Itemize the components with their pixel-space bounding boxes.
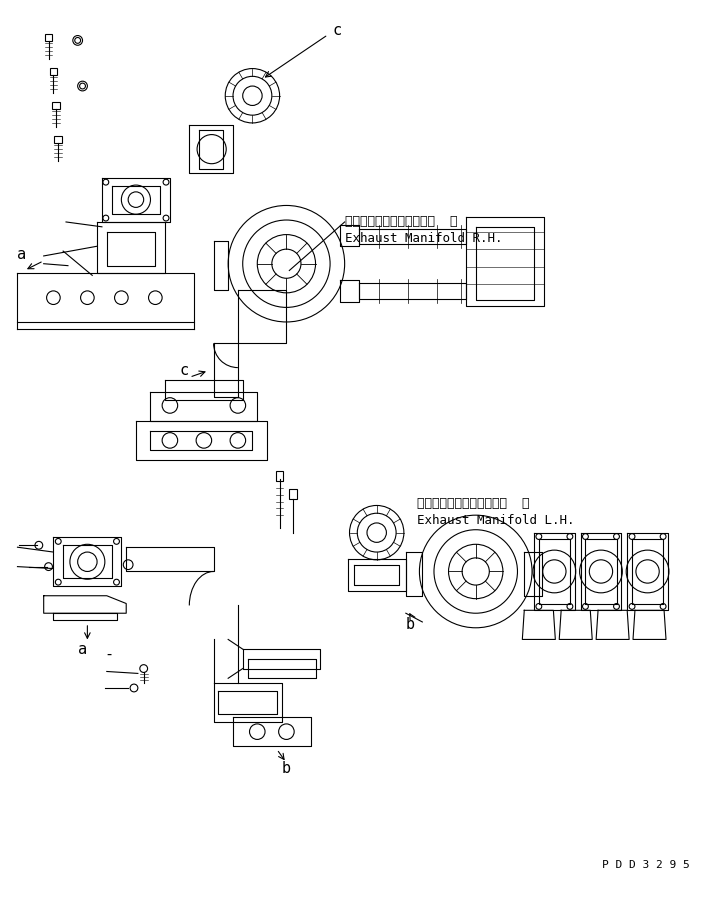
- Text: b: b: [281, 761, 290, 776]
- Text: a: a: [18, 246, 27, 262]
- Text: -: -: [105, 646, 114, 662]
- Text: エキゾーストマニホールド  右: エキゾーストマニホールド 右: [345, 215, 457, 229]
- Bar: [289, 489, 297, 498]
- Text: a: a: [78, 642, 87, 656]
- Bar: [52, 102, 60, 109]
- Bar: [44, 34, 52, 42]
- Bar: [54, 135, 62, 143]
- Text: エキゾーストマニホールド  左: エキゾーストマニホールド 左: [417, 497, 530, 510]
- Text: c: c: [180, 363, 189, 378]
- Text: c: c: [332, 24, 341, 38]
- Text: P D D 3 2 9 5: P D D 3 2 9 5: [602, 860, 689, 870]
- Bar: [49, 67, 57, 75]
- Bar: [276, 471, 283, 481]
- Text: Exhaust Manifold R.H.: Exhaust Manifold R.H.: [345, 232, 502, 245]
- Text: Exhaust Manifold L.H.: Exhaust Manifold L.H.: [417, 514, 575, 527]
- Text: b: b: [406, 617, 415, 632]
